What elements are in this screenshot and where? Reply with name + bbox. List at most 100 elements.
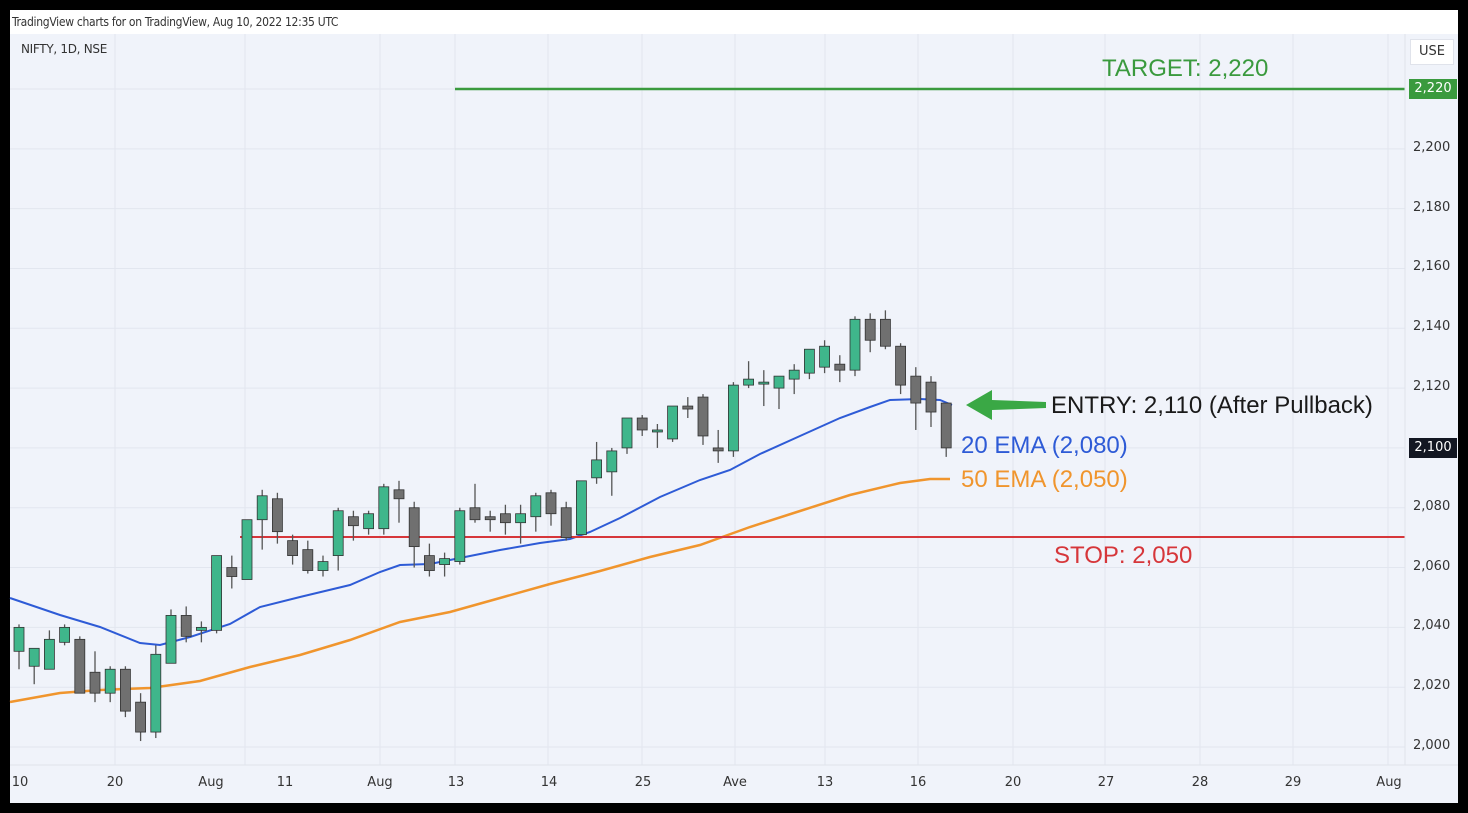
entry-annotation: ENTRY: 2,110 (After Pullback) [1051, 392, 1373, 419]
candle[interactable] [195, 621, 207, 643]
candle[interactable] [393, 480, 405, 523]
candle[interactable] [59, 624, 70, 646]
time-tick: 16 [909, 775, 927, 790]
candle[interactable] [347, 510, 359, 541]
candle[interactable] [652, 423, 663, 448]
stop-annotation: STOP: 2,050 [1054, 542, 1193, 569]
time-tick: 25 [634, 775, 652, 790]
candle[interactable] [499, 504, 511, 535]
currency-button[interactable]: USE [1410, 39, 1454, 65]
candle[interactable] [28, 647, 40, 685]
symbol-label: NIFTY, 1D, NSE [21, 42, 107, 56]
price-tick: 2,140 [1413, 319, 1451, 335]
candle[interactable] [895, 343, 906, 395]
price-tick: 2,000 [1413, 738, 1451, 754]
candle[interactable] [423, 543, 435, 577]
candle[interactable] [530, 492, 542, 532]
candle[interactable] [849, 316, 861, 377]
candle[interactable] [788, 364, 800, 395]
time-tick: 20 [106, 775, 124, 790]
candle[interactable] [454, 507, 466, 565]
candle[interactable] [241, 519, 253, 580]
candle[interactable] [864, 313, 876, 353]
candle[interactable] [804, 348, 815, 380]
time-tick: Aug [1376, 775, 1402, 790]
ema50-path [9, 477, 950, 704]
candle[interactable] [256, 489, 268, 550]
candle[interactable] [773, 375, 785, 410]
time-tick: Aug [198, 775, 224, 790]
candle[interactable] [560, 501, 572, 541]
candle[interactable] [74, 636, 86, 694]
price-tick: 2,180 [1413, 199, 1451, 215]
ema50-line [9, 477, 950, 704]
candle[interactable] [165, 609, 177, 664]
candle[interactable] [576, 480, 587, 536]
candle[interactable] [621, 417, 633, 454]
candle[interactable] [591, 441, 602, 484]
time-tick: Ave [723, 775, 747, 790]
price-tick: 2,120 [1413, 379, 1451, 395]
candle[interactable] [287, 534, 299, 565]
candle[interactable] [515, 504, 526, 544]
candle[interactable] [439, 552, 451, 577]
time-tick: 28 [1191, 775, 1209, 790]
candle[interactable] [743, 361, 754, 389]
candle[interactable] [408, 501, 420, 568]
candle[interactable] [925, 376, 937, 427]
candle[interactable] [667, 405, 678, 442]
candle[interactable] [332, 507, 344, 571]
candle[interactable] [682, 397, 694, 419]
candle[interactable] [271, 492, 283, 544]
chart-caption: TradingView charts for on TradingView, A… [10, 10, 1458, 34]
time-tick: 13 [447, 775, 465, 790]
time-tick: 13 [816, 775, 834, 790]
candle[interactable] [819, 340, 830, 374]
candle[interactable] [89, 651, 101, 703]
ema20-line [9, 397, 953, 647]
time-tick: 10 [11, 775, 29, 790]
candle[interactable] [44, 630, 55, 670]
candle[interactable] [226, 555, 238, 589]
candle[interactable] [180, 606, 192, 643]
candle[interactable] [834, 355, 846, 383]
candle[interactable] [363, 510, 375, 535]
candle[interactable] [697, 394, 709, 445]
candle[interactable] [378, 483, 390, 535]
price-levels [240, 87, 1405, 538]
candle[interactable] [880, 310, 891, 350]
ema20-annotation: 20 EMA (2,080) [961, 432, 1128, 459]
candle[interactable] [636, 415, 648, 436]
price-tick: 2,080 [1413, 498, 1451, 514]
candle[interactable] [469, 483, 481, 523]
candle[interactable] [135, 693, 147, 742]
candle[interactable] [606, 447, 618, 496]
entry-arrow-icon [966, 390, 1046, 420]
time-tick: 14 [540, 775, 558, 790]
candle[interactable] [940, 402, 952, 457]
candle[interactable] [150, 645, 162, 739]
time-tick: 27 [1097, 775, 1115, 790]
time-tick: Aug [367, 775, 393, 790]
candle[interactable] [484, 510, 496, 532]
candlesticks [13, 310, 952, 742]
target-price-badge: 2,220 [1409, 79, 1457, 99]
candle[interactable] [120, 666, 131, 718]
candle[interactable] [302, 540, 314, 574]
candle[interactable] [728, 382, 739, 457]
candle[interactable] [910, 367, 922, 430]
price-tick: 2,160 [1413, 259, 1451, 275]
price-tick: 2,200 [1413, 139, 1451, 155]
candle[interactable] [545, 489, 557, 526]
candle[interactable] [104, 666, 116, 703]
candle[interactable] [712, 429, 724, 463]
price-tick: 2,020 [1413, 678, 1451, 694]
candle[interactable] [317, 555, 329, 577]
ema20-path [9, 397, 953, 647]
candle[interactable] [211, 555, 223, 634]
candle[interactable] [758, 370, 770, 407]
ema50-annotation: 50 EMA (2,050) [961, 466, 1128, 493]
candle[interactable] [13, 624, 25, 670]
price-tick: 2,060 [1413, 558, 1451, 574]
